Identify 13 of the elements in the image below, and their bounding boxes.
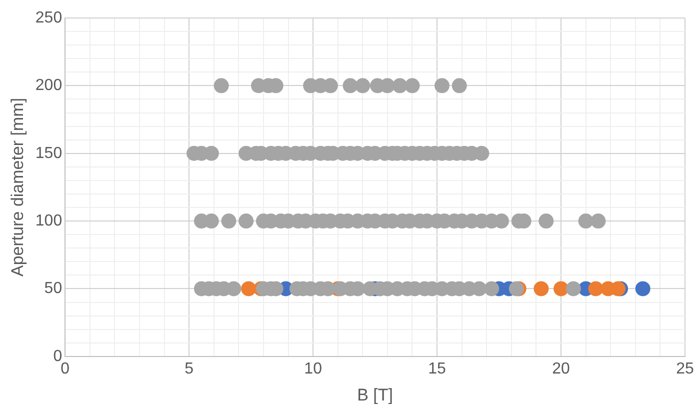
x-tick-label: 5	[184, 360, 194, 378]
y-tick-label: 250	[35, 9, 62, 26]
y-tick-label: 200	[35, 77, 62, 94]
x-tick-label: 10	[304, 360, 322, 378]
x-tick-label: 20	[552, 360, 570, 378]
y-tick-label: 100	[35, 212, 62, 230]
x-tick-label: 15	[428, 360, 446, 378]
y-tick-label: 150	[35, 144, 62, 162]
x-axis-title: B [T]	[357, 385, 393, 404]
y-tick-label: 50	[44, 280, 62, 298]
y-axis-title: Aperture diameter [mm]	[8, 98, 27, 276]
x-tick-label: 25	[676, 360, 694, 378]
y-tick-label: 0	[53, 348, 62, 365]
